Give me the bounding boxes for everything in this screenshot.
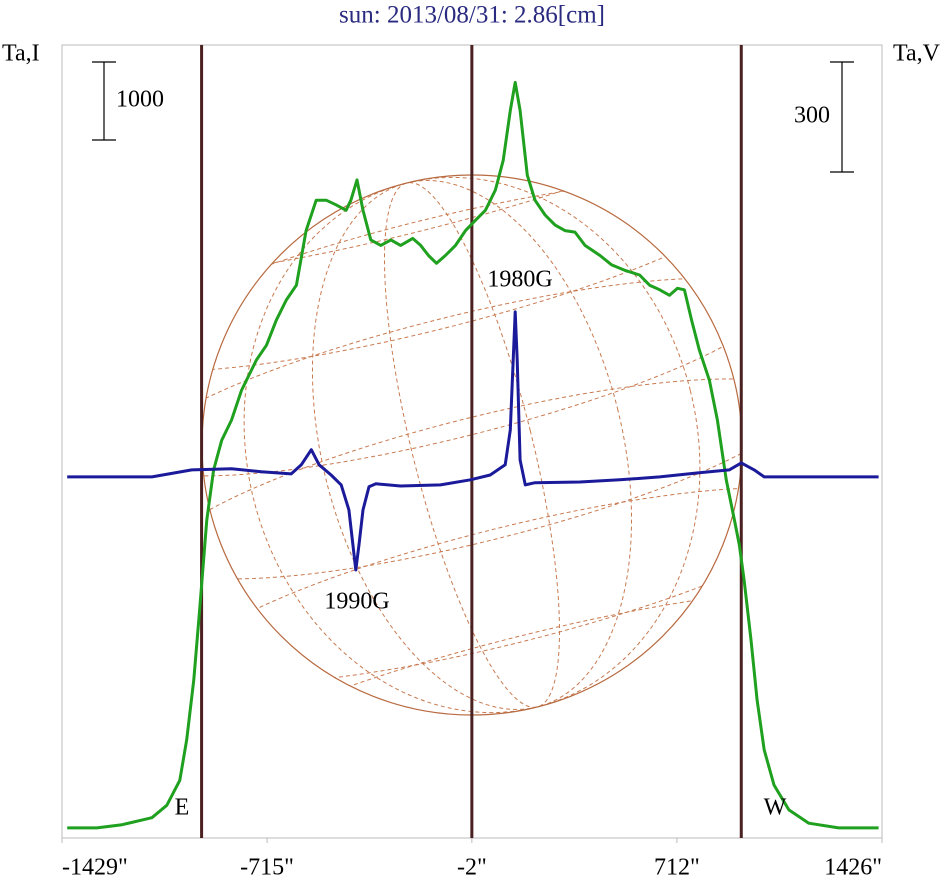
x-tick-label: -2" — [457, 855, 487, 881]
x-tick-label: 1426" — [824, 855, 882, 881]
y-scale-bar-label: 1000 — [116, 86, 164, 112]
series-line — [67, 80, 879, 830]
x-tick-label: 712" — [654, 855, 700, 881]
x-tick-label: -1429" — [62, 855, 128, 881]
x-tick-label: -715" — [240, 855, 294, 881]
solar-globe — [202, 175, 742, 715]
annotation: E — [175, 795, 190, 821]
y-axis-label: Ta,I — [2, 41, 40, 67]
annotation: 1980G — [487, 267, 552, 293]
annotation: 1990G — [324, 589, 389, 615]
annotation: W — [764, 795, 787, 821]
series-line — [67, 310, 879, 572]
chart-title: sun: 2013/08/31: 2.86[cm] — [339, 2, 605, 29]
y2-scale-bar-label: 300 — [794, 102, 830, 128]
y2-axis-label: Ta,V — [893, 41, 941, 67]
